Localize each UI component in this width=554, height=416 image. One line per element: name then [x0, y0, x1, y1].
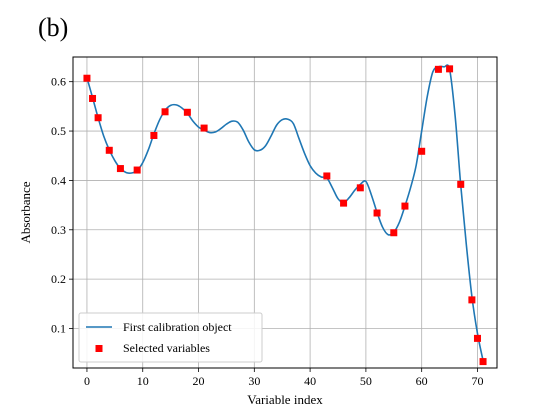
y-tick-label: 0.6 [51, 75, 66, 89]
selected-variable-point [401, 202, 409, 210]
y-tick-label: 0.4 [51, 173, 66, 187]
y-tick-label: 0.2 [51, 272, 66, 286]
legend-label-selected: Selected variables [123, 341, 210, 355]
selected-variable-point [457, 180, 465, 188]
selected-variable-point [183, 108, 191, 116]
panel-label: (b) [38, 13, 68, 42]
selected-variable-point [200, 124, 208, 132]
selected-variable-point [468, 296, 476, 304]
selected-variable-point [89, 94, 97, 102]
selected-variable-point [150, 131, 158, 139]
plot-frame [72, 56, 498, 369]
y-axis-label: Absorbance [18, 181, 33, 243]
x-tick-label: 30 [248, 374, 260, 388]
x-tick-label: 10 [137, 374, 149, 388]
selected-variable-point [356, 184, 364, 192]
x-tick-label: 20 [193, 374, 205, 388]
x-tick-label: 70 [471, 374, 483, 388]
selected-variable-point [434, 65, 442, 73]
selected-variable-point [83, 74, 91, 82]
x-axis-ticks: 0 10 20 30 40 50 60 70 [84, 368, 483, 388]
selected-variable-point [323, 172, 331, 180]
selected-variable-point [373, 209, 381, 217]
x-tick-label: 60 [416, 374, 428, 388]
x-tick-label: 40 [304, 374, 316, 388]
selected-variable-point [446, 65, 454, 73]
legend-marker-swatch [95, 345, 103, 352]
selected-variable-point [116, 165, 124, 173]
x-axis-label: Variable index [247, 392, 323, 407]
selected-variable-point [105, 146, 113, 154]
selected-variable-point [473, 334, 481, 342]
y-tick-label: 0.3 [51, 223, 66, 237]
y-tick-label: 0.1 [51, 322, 66, 336]
selected-variable-point [161, 108, 169, 116]
selected-variable-point [390, 229, 398, 237]
selected-variable-point [340, 199, 348, 207]
legend-label-calibration: First calibration object [123, 320, 232, 334]
y-axis-ticks: 0.1 0.2 0.3 0.4 0.5 0.6 [51, 75, 73, 336]
x-tick-label: 0 [84, 374, 90, 388]
selected-variable-point [133, 166, 141, 174]
selected-variable-point [94, 114, 102, 122]
grid [73, 57, 497, 368]
selected-variable-point [479, 358, 487, 366]
selected-variable-point [418, 147, 426, 155]
y-tick-label: 0.5 [51, 124, 66, 138]
legend: First calibration object Selected variab… [78, 312, 263, 363]
x-tick-label: 50 [360, 374, 372, 388]
legend-box [78, 312, 263, 363]
selected-variables-series [83, 65, 487, 366]
